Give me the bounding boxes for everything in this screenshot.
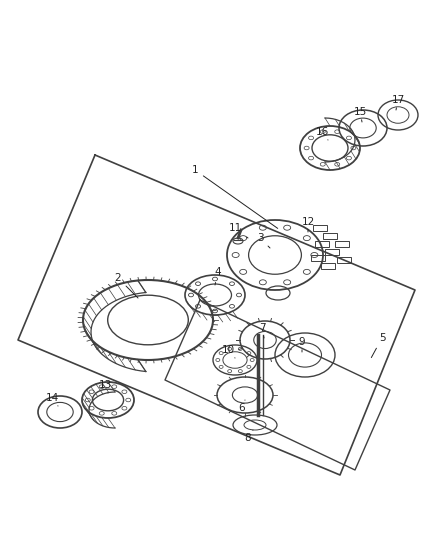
Text: 17: 17: [392, 95, 405, 110]
Text: 8: 8: [245, 430, 253, 443]
Text: 5: 5: [371, 333, 385, 358]
Bar: [311, 255, 325, 261]
Text: 3: 3: [257, 233, 270, 248]
Bar: [321, 263, 335, 269]
Bar: [325, 249, 339, 255]
Text: 14: 14: [46, 393, 59, 406]
Text: 7: 7: [259, 323, 265, 338]
Bar: [335, 241, 349, 247]
Text: 13: 13: [99, 380, 112, 393]
Text: 15: 15: [353, 107, 367, 122]
Text: 12: 12: [301, 217, 314, 232]
Text: 2: 2: [115, 273, 138, 298]
Bar: [315, 241, 329, 247]
Bar: [337, 257, 351, 263]
Text: 1: 1: [192, 165, 278, 229]
Text: 10: 10: [222, 345, 235, 358]
Text: 16: 16: [315, 127, 328, 140]
Text: 11: 11: [228, 223, 248, 238]
Text: 4: 4: [215, 267, 221, 285]
Text: 6: 6: [239, 400, 245, 413]
Text: 9: 9: [299, 337, 305, 352]
Bar: [323, 233, 337, 239]
Bar: [313, 225, 327, 231]
